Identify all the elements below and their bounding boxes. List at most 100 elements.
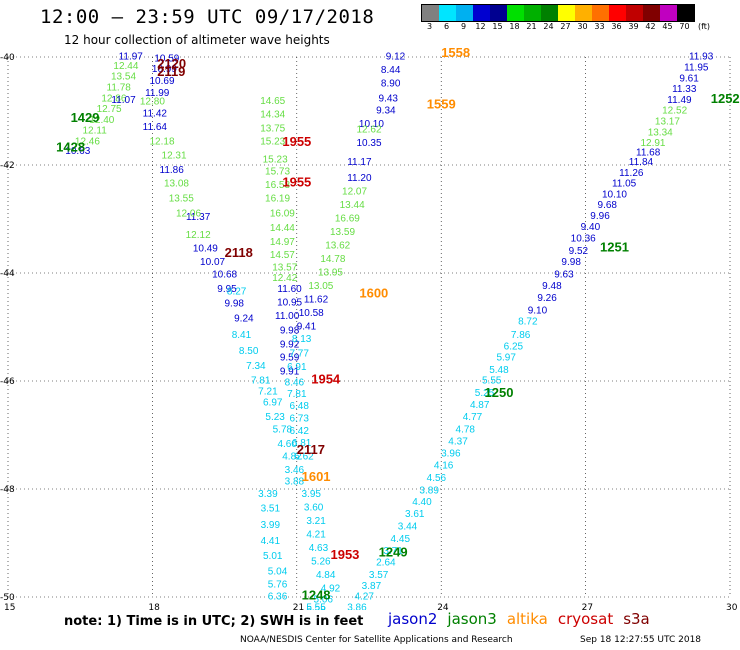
pass-time-label: 2117 — [297, 442, 325, 457]
pass-time-label: 1601 — [302, 469, 331, 484]
wave-height-value: 14.57 — [270, 250, 295, 261]
scale-swatch — [660, 5, 677, 21]
wave-height-value: 12.31 — [162, 151, 187, 162]
pass-time-label: 1954 — [311, 372, 341, 387]
footer-credit: NOAA/NESDIS Center for Satellite Applica… — [240, 635, 513, 645]
wave-height-value: 9.63 — [554, 269, 574, 280]
wave-height-value: 10.36 — [571, 234, 596, 245]
wave-height-value: 6.25 — [504, 342, 524, 353]
wave-height-value: 13.55 — [169, 194, 194, 205]
scale-swatch — [473, 5, 490, 21]
wave-height-value: 9.52 — [569, 246, 589, 257]
wave-height-value: 5.06 — [314, 594, 334, 605]
wave-height-value: 9.98 — [280, 325, 300, 336]
wave-height-value: 9.34 — [376, 106, 396, 117]
wave-height-value: 9.91 — [280, 367, 300, 378]
wave-height-value: 12.44 — [113, 61, 138, 72]
legend-jason2: jason2 — [388, 610, 438, 628]
wave-height-value: 8.44 — [381, 65, 401, 76]
wave-height-value: 13.34 — [648, 127, 673, 138]
wave-height-value: 13.59 — [330, 227, 355, 238]
wave-height-value: 16.69 — [335, 214, 360, 225]
wave-height-value: 3.46 — [285, 465, 305, 476]
wave-height-value: 3.99 — [261, 520, 281, 531]
wave-height-value: 9.40 — [581, 222, 601, 233]
scale-swatch — [439, 5, 456, 21]
pass-time-label: 1955 — [282, 134, 311, 149]
lat-tick-label: -42 — [0, 161, 15, 171]
wave-height-value: 13.54 — [111, 72, 136, 83]
lat-tick-label: -46 — [0, 377, 15, 387]
wave-height-value: 3.39 — [258, 489, 278, 500]
legend-s3a: s3a — [623, 610, 650, 628]
pass-time-label: 2120 — [157, 56, 186, 71]
wave-height-value: 15.23 — [263, 154, 288, 165]
wave-height-value: 15.73 — [265, 167, 290, 178]
scale-label: 9 — [460, 22, 467, 31]
wave-height-value: 6.73 — [289, 414, 309, 425]
wave-height-value: 6.36 — [268, 592, 288, 603]
wave-height-value: 7.34 — [246, 361, 266, 372]
wave-height-value: 6.42 — [289, 426, 309, 437]
wave-height-value: 7.86 — [511, 330, 531, 341]
scale-label: 45 — [662, 22, 673, 31]
wave-height-value: 9.24 — [234, 314, 254, 325]
wave-height-value: 11.20 — [347, 173, 372, 184]
wave-height-value: 4.92 — [321, 584, 341, 595]
wave-height-value: 13.17 — [655, 117, 680, 128]
wave-height-value: 8.72 — [518, 316, 538, 327]
wave-height-value: 9.68 — [598, 200, 618, 211]
wave-height-value: 10.35 — [356, 138, 381, 149]
wave-height-value: 11.99 — [145, 88, 170, 99]
scale-swatch — [677, 5, 694, 21]
wave-height-value: 7.81 — [251, 376, 271, 387]
wave-height-value: 11.17 — [347, 157, 372, 168]
wave-height-value: 4.56 — [427, 473, 447, 484]
pass-time-label: 1251 — [600, 239, 629, 254]
scale-swatch — [643, 5, 660, 21]
wave-height-value: 3.21 — [306, 516, 326, 527]
wave-height-value: 11.97 — [119, 52, 144, 63]
wave-height-value: 7.77 — [289, 349, 309, 360]
wave-height-value: 12.40 — [89, 115, 114, 126]
footer-timestamp: Sep 18 12:27:55 UTC 2018 — [580, 635, 702, 645]
wave-height-value: 16.19 — [265, 194, 290, 205]
wave-height-value: 3.71 — [383, 546, 403, 557]
wave-height-value: 13.57 — [272, 262, 297, 273]
wave-height-value: 5.48 — [489, 365, 509, 376]
wave-height-value: 11.42 — [143, 108, 168, 119]
wave-height-value: 12.42 — [272, 273, 297, 284]
pass-time-label: 1953 — [330, 547, 359, 562]
wave-height-value: 14.78 — [320, 254, 345, 265]
map-grid — [7, 56, 731, 598]
wave-height-value: 10.59 — [154, 53, 179, 64]
wave-height-value: 10.07 — [200, 257, 225, 268]
wave-height-value: 9.96 — [590, 211, 610, 222]
wave-height-value: 12.80 — [140, 97, 165, 108]
wave-height-value: 4.45 — [391, 534, 411, 545]
wave-height-value: 4.63 — [309, 543, 329, 554]
pass-time-label: 1428 — [56, 140, 85, 155]
scale-label: 12 — [475, 22, 486, 31]
pass-time-label: 2118 — [225, 245, 253, 260]
wave-height-value: 3.44 — [398, 522, 418, 533]
wave-height-value: 11.86 — [160, 165, 185, 176]
wave-height-value: 10.99 — [152, 64, 177, 75]
wave-height-value: 2.64 — [376, 558, 396, 569]
scale-swatch — [524, 5, 541, 21]
wave-height-value: 14.34 — [260, 109, 285, 120]
wave-height-value: 4.78 — [456, 424, 476, 435]
pass-time-label: 2119 — [157, 64, 185, 79]
wave-height-value: 11.49 — [667, 95, 692, 106]
pass-time-label: 1558 — [441, 45, 470, 60]
wave-height-value: 8.90 — [381, 79, 401, 90]
wave-height-value: 11.84 — [629, 157, 654, 168]
wave-height-value: 9.10 — [528, 306, 548, 317]
lon-tick-label: 21 — [293, 603, 304, 610]
pass-time-label: 1600 — [359, 285, 388, 300]
wave-height-value: 9.26 — [537, 293, 557, 304]
wave-height-value: 4.77 — [463, 412, 483, 423]
lat-tick-label: -44 — [0, 269, 15, 279]
wave-height-value: 5.76 — [268, 579, 288, 590]
